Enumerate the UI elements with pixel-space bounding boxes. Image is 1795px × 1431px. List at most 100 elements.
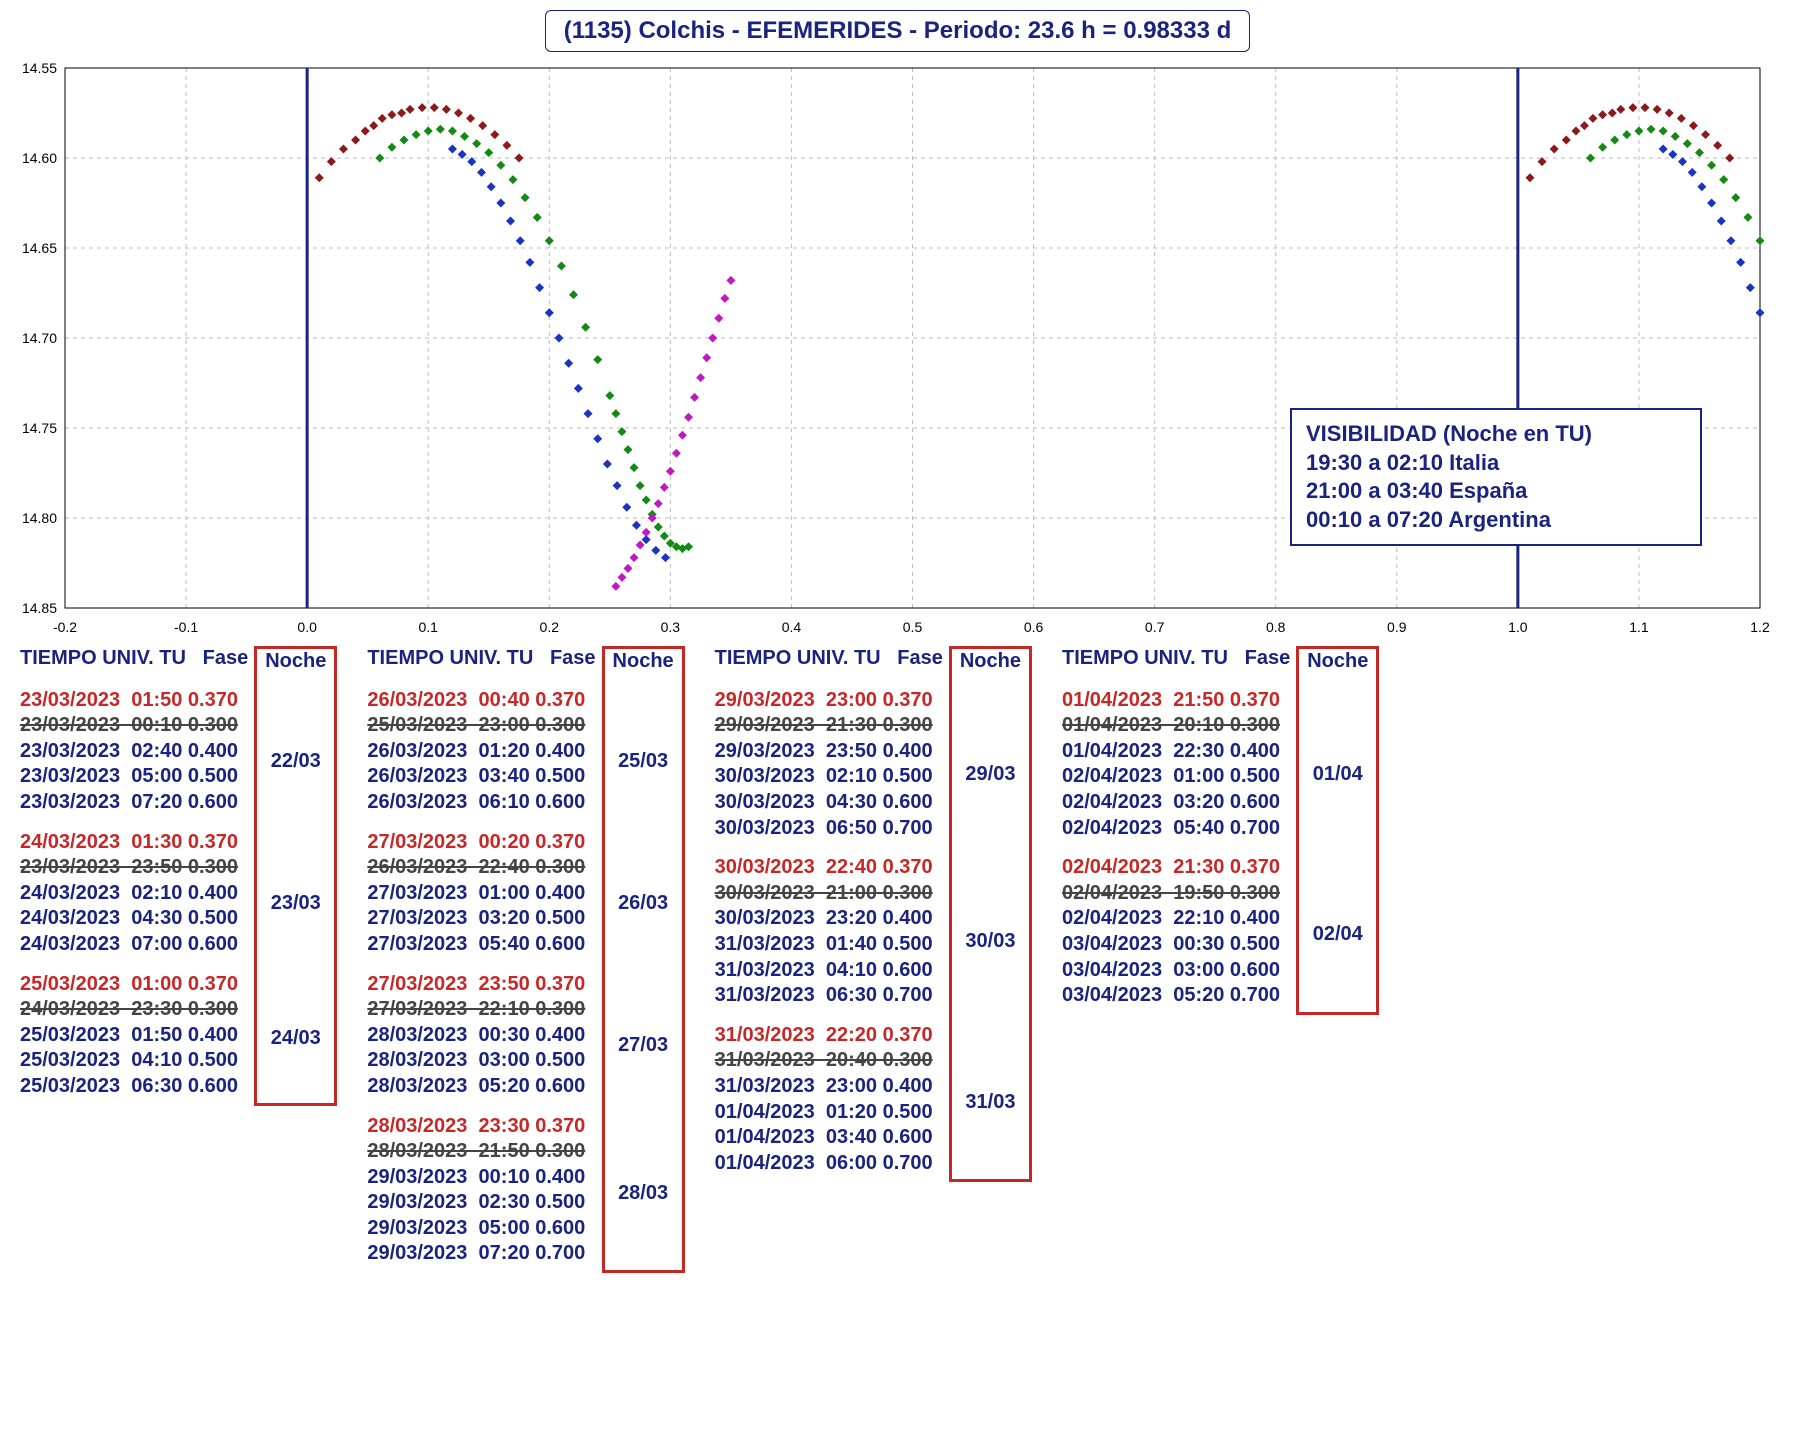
table-row: 03/04/2023 00:30 0.500 [1062, 932, 1290, 958]
table-row: 27/03/2023 05:40 0.600 [367, 932, 595, 958]
row-highlight: 25/03/2023 01:00 0.370 [20, 972, 248, 998]
row-strike: 24/03/2023 23:30 0.300 [20, 997, 248, 1023]
table-row: 31/03/2023 04:10 0.600 [715, 958, 943, 984]
night-cell: 02/04 [1299, 858, 1376, 1012]
night-column: Noche01/0402/04 [1296, 646, 1379, 1015]
table-row: 28/03/2023 05:20 0.600 [367, 1074, 595, 1100]
chart-title: (1135) Colchis - EFEMERIDES - Periodo: 2… [545, 10, 1251, 52]
night-cell: 31/03 [952, 1026, 1029, 1180]
table-row: 30/03/2023 23:20 0.400 [715, 906, 943, 932]
row-strike: 23/03/2023 23:50 0.300 [20, 855, 248, 881]
ephemeris-tables: TIEMPO UNIV. TU Fase 23/03/2023 01:50 0.3… [10, 646, 1785, 1273]
svg-text:0.3: 0.3 [661, 619, 681, 635]
table-row: 24/03/2023 04:30 0.500 [20, 906, 248, 932]
table-row: 29/03/2023 07:20 0.700 [367, 1241, 595, 1267]
column-header: TIEMPO UNIV. TU Fase [367, 646, 595, 672]
table-row: 29/03/2023 05:00 0.600 [367, 1216, 595, 1242]
row-strike: 28/03/2023 21:50 0.300 [367, 1139, 595, 1165]
row-highlight: 28/03/2023 23:30 0.370 [367, 1114, 595, 1140]
svg-text:14.70: 14.70 [22, 330, 57, 346]
row-highlight: 23/03/2023 01:50 0.370 [20, 688, 248, 714]
table-row: 25/03/2023 01:50 0.400 [20, 1023, 248, 1049]
column-header: TIEMPO UNIV. TU Fase [715, 646, 943, 672]
table-row: 23/03/2023 07:20 0.600 [20, 790, 248, 816]
night-cell: 22/03 [257, 691, 334, 833]
table-row: 25/03/2023 04:10 0.500 [20, 1048, 248, 1074]
table-row: 27/03/2023 03:20 0.500 [367, 906, 595, 932]
row-strike: 02/04/2023 19:50 0.300 [1062, 881, 1290, 907]
svg-text:0.0: 0.0 [297, 619, 317, 635]
table-row: 03/04/2023 03:00 0.600 [1062, 958, 1290, 984]
table-row: 01/04/2023 06:00 0.700 [715, 1151, 943, 1177]
table-row: 30/03/2023 02:10 0.500 [715, 764, 943, 790]
svg-text:1.1: 1.1 [1629, 619, 1649, 635]
row-highlight: 26/03/2023 00:40 0.370 [367, 688, 595, 714]
night-cell: 26/03 [605, 833, 682, 975]
row-strike: 27/03/2023 22:10 0.300 [367, 997, 595, 1023]
table-row: 28/03/2023 00:30 0.400 [367, 1023, 595, 1049]
row-highlight: 29/03/2023 23:00 0.370 [715, 688, 943, 714]
night-cell: 23/03 [257, 833, 334, 975]
svg-text:14.80: 14.80 [22, 510, 57, 526]
table-row: 23/03/2023 02:40 0.400 [20, 739, 248, 765]
row-highlight: 27/03/2023 00:20 0.370 [367, 830, 595, 856]
table-row: 23/03/2023 05:00 0.500 [20, 764, 248, 790]
table-row: 26/03/2023 06:10 0.600 [367, 790, 595, 816]
row-strike: 31/03/2023 20:40 0.300 [715, 1048, 943, 1074]
svg-text:0.2: 0.2 [540, 619, 560, 635]
table-column: TIEMPO UNIV. TU Fase 29/03/2023 23:00 0.3… [715, 646, 1032, 1273]
svg-text:14.65: 14.65 [22, 240, 57, 256]
svg-text:0.6: 0.6 [1024, 619, 1044, 635]
column-header: TIEMPO UNIV. TU Fase [20, 646, 248, 672]
table-column: TIEMPO UNIV. TU Fase 23/03/2023 01:50 0.3… [20, 646, 337, 1273]
night-column: Noche22/0323/0324/03 [254, 646, 337, 1106]
table-row: 26/03/2023 03:40 0.500 [367, 764, 595, 790]
table-row: 25/03/2023 06:30 0.600 [20, 1074, 248, 1100]
row-strike: 25/03/2023 23:00 0.300 [367, 713, 595, 739]
row-highlight: 01/04/2023 21:50 0.370 [1062, 688, 1290, 714]
svg-text:14.75: 14.75 [22, 420, 57, 436]
table-row: 03/04/2023 05:20 0.700 [1062, 983, 1290, 1009]
table-row: 28/03/2023 03:00 0.500 [367, 1048, 595, 1074]
row-highlight: 27/03/2023 23:50 0.370 [367, 972, 595, 998]
svg-text:0.7: 0.7 [1145, 619, 1165, 635]
table-row: 27/03/2023 01:00 0.400 [367, 881, 595, 907]
table-row: 29/03/2023 02:30 0.500 [367, 1190, 595, 1216]
row-strike: 23/03/2023 00:10 0.300 [20, 713, 248, 739]
svg-text:-0.2: -0.2 [53, 619, 77, 635]
table-column: TIEMPO UNIV. TU Fase 01/04/2023 21:50 0.3… [1062, 646, 1379, 1273]
table-row: 01/04/2023 03:40 0.600 [715, 1125, 943, 1151]
night-cell: 28/03 [605, 1117, 682, 1271]
night-column: Noche29/0330/0331/03 [949, 646, 1032, 1182]
row-strike: 26/03/2023 22:40 0.300 [367, 855, 595, 881]
table-row: 01/04/2023 22:30 0.400 [1062, 739, 1290, 765]
data-column: TIEMPO UNIV. TU Fase 01/04/2023 21:50 0.3… [1062, 646, 1290, 1009]
svg-text:1.0: 1.0 [1508, 619, 1528, 635]
row-highlight: 24/03/2023 01:30 0.370 [20, 830, 248, 856]
phase-chart: -0.2-0.10.00.10.20.30.40.50.60.70.80.91.… [10, 58, 1770, 638]
row-highlight: 30/03/2023 22:40 0.370 [715, 855, 943, 881]
svg-text:14.85: 14.85 [22, 600, 57, 616]
svg-text:0.9: 0.9 [1387, 619, 1407, 635]
svg-text:1.2: 1.2 [1750, 619, 1770, 635]
table-row: 29/03/2023 00:10 0.400 [367, 1165, 595, 1191]
night-cell: 29/03 [952, 691, 1029, 859]
row-highlight: 31/03/2023 22:20 0.370 [715, 1023, 943, 1049]
table-row: 31/03/2023 23:00 0.400 [715, 1074, 943, 1100]
visibility-box: VISIBILIDAD (Noche en TU)19:30 a 02:10 I… [1290, 408, 1702, 546]
table-row: 26/03/2023 01:20 0.400 [367, 739, 595, 765]
chart-container: -0.2-0.10.00.10.20.30.40.50.60.70.80.91.… [10, 58, 1770, 638]
table-row: 30/03/2023 06:50 0.700 [715, 816, 943, 842]
table-row: 24/03/2023 07:00 0.600 [20, 932, 248, 958]
column-header: TIEMPO UNIV. TU Fase [1062, 646, 1290, 672]
table-row: 31/03/2023 06:30 0.700 [715, 983, 943, 1009]
table-row: 29/03/2023 23:50 0.400 [715, 739, 943, 765]
table-row: 02/04/2023 03:20 0.600 [1062, 790, 1290, 816]
svg-text:-0.1: -0.1 [174, 619, 198, 635]
table-row: 01/04/2023 01:20 0.500 [715, 1100, 943, 1126]
svg-text:0.5: 0.5 [903, 619, 923, 635]
night-cell: 30/03 [952, 858, 1029, 1026]
table-row: 02/04/2023 05:40 0.700 [1062, 816, 1290, 842]
table-row: 30/03/2023 04:30 0.600 [715, 790, 943, 816]
svg-text:14.55: 14.55 [22, 60, 57, 76]
